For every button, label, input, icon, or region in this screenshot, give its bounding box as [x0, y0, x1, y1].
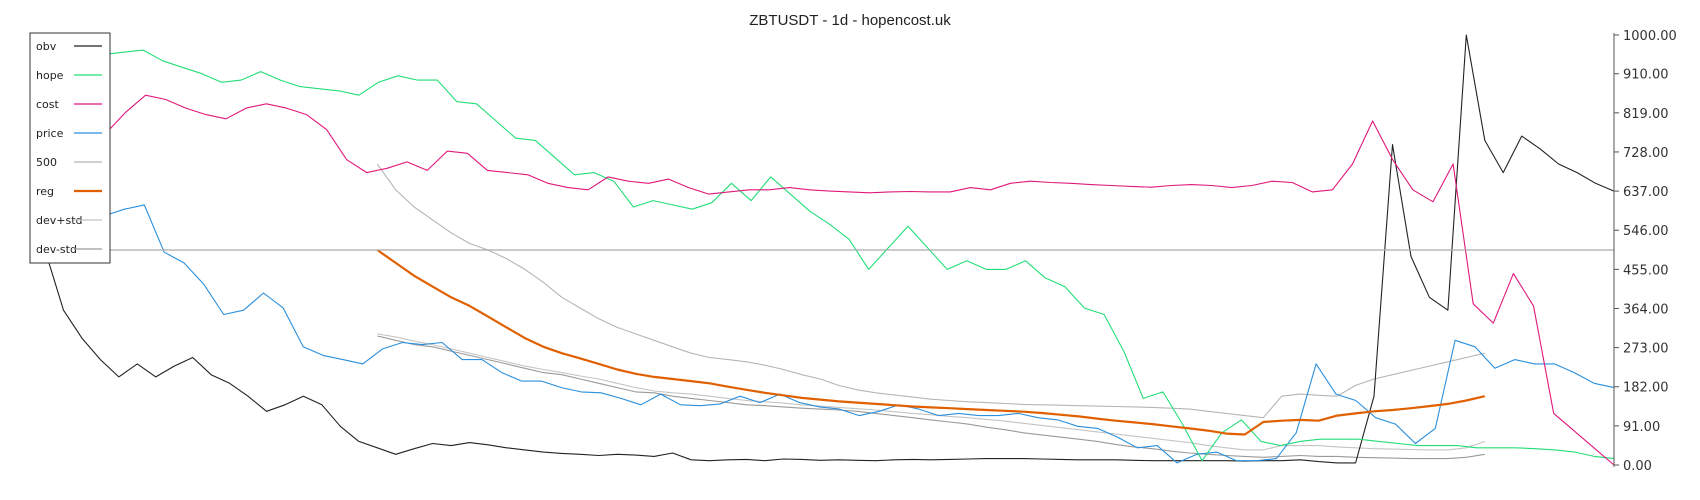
y-tick-label: 819.00 — [1623, 107, 1669, 122]
y-tick-label: 91.00 — [1623, 420, 1660, 435]
y-tick-label: 364.00 — [1623, 302, 1669, 317]
legend-label: dev+std — [36, 214, 83, 227]
legend-label: dev-std — [36, 243, 77, 256]
legend-label: hope — [36, 69, 64, 82]
series-line-cost — [44, 94, 1615, 466]
series-line-devplus-minus-std — [377, 333, 1485, 451]
series-line-hope — [44, 49, 1615, 462]
series-line-500 — [376, 163, 1485, 419]
y-tick-label: 182.00 — [1623, 381, 1669, 396]
legend-label: reg — [36, 185, 54, 198]
legend-label: 500 — [36, 156, 57, 169]
legend-label: cost — [36, 98, 60, 111]
y-tick-label: 1000.00 — [1623, 29, 1677, 44]
y-tick-label: 0.00 — [1623, 459, 1652, 474]
chart-title: ZBTUSDT - 1d - hopencost.uk — [749, 12, 951, 29]
y-tick-label: 637.00 — [1623, 185, 1669, 200]
series-line-reg — [376, 249, 1486, 436]
y-tick-label: 273.00 — [1623, 342, 1669, 357]
y-axis-ticks: 1000.00 910.00 819.00 728.00 637.00 546.00 455… — [1614, 29, 1677, 474]
y-tick-label: 728.00 — [1623, 146, 1669, 161]
legend-box — [29, 32, 111, 264]
series-layer — [44, 34, 1615, 466]
y-tick-label: 455.00 — [1623, 263, 1669, 278]
legend: obv hope cost price 500 reg dev+std dev-std — [29, 32, 111, 264]
series-line-obv — [44, 34, 1615, 464]
series-line-price — [44, 189, 1615, 464]
y-tick-label: 910.00 — [1623, 68, 1669, 83]
legend-label: price — [36, 127, 64, 140]
y-tick-label: 546.00 — [1623, 224, 1669, 239]
series-line-dev-minus-std — [377, 335, 1485, 460]
legend-label: obv — [36, 40, 57, 53]
